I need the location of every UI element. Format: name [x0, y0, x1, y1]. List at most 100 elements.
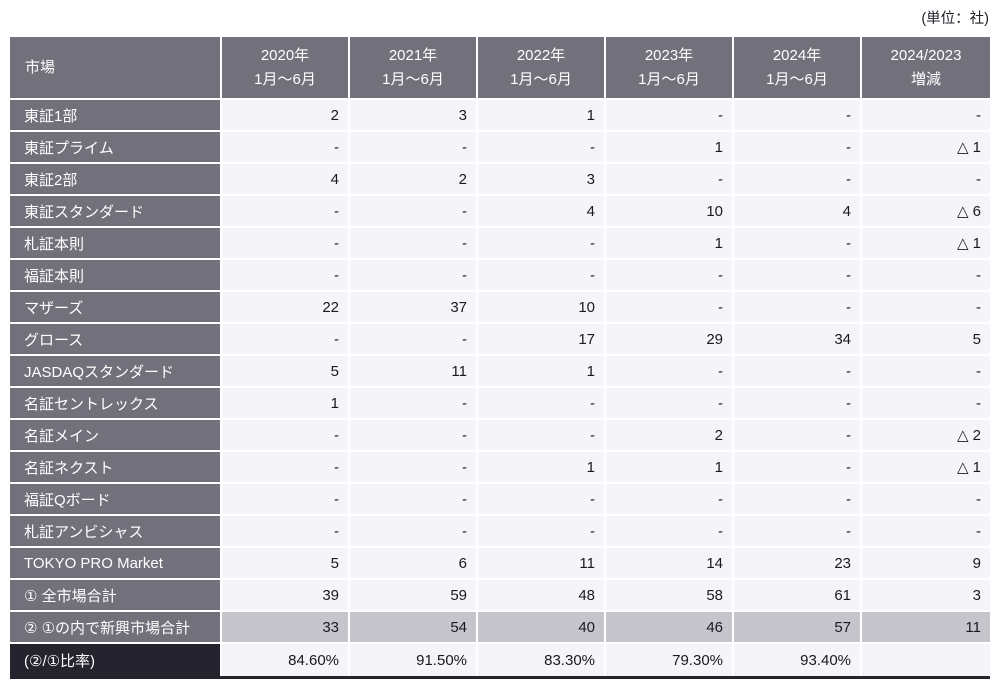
- value-cell: 1: [478, 356, 606, 388]
- table-header: 市場 2020年 1月〜6月 2021年 1月〜6月 2022年 1月〜6月 2023…: [10, 37, 990, 100]
- row-label-cell: (②/①比率): [10, 644, 222, 676]
- row-label-cell: 東証2部: [10, 164, 222, 196]
- value-cell: 54: [350, 612, 478, 644]
- value-cell: -: [350, 516, 478, 548]
- value-cell: -: [222, 484, 350, 516]
- value-cell: 10: [606, 196, 734, 228]
- header-period: 1月〜6月: [766, 70, 828, 88]
- value-cell: -: [606, 356, 734, 388]
- value-cell: 3: [350, 100, 478, 132]
- value-cell: -: [350, 260, 478, 292]
- header-year: 2021年: [388, 47, 438, 65]
- value-cell: 11: [478, 548, 606, 580]
- value-cell: -: [478, 260, 606, 292]
- value-cell: -: [222, 132, 350, 164]
- table-row: JASDAQスタンダード 5 11 1- - -: [10, 356, 990, 388]
- value-cell: 23: [734, 548, 862, 580]
- value-cell: [862, 644, 990, 676]
- value-cell: -: [606, 164, 734, 196]
- table-row: ② ①の内で新興市場合計 33 54 40 46 57 11: [10, 612, 990, 644]
- value-cell: 91.50%: [350, 644, 478, 676]
- value-cell: 59: [350, 580, 478, 612]
- value-cell: △ 1: [862, 452, 990, 484]
- value-cell: △ 1: [862, 228, 990, 260]
- value-cell: 1: [606, 132, 734, 164]
- value-cell: 39: [222, 580, 350, 612]
- value-cell: 40: [478, 612, 606, 644]
- value-cell: 10: [478, 292, 606, 324]
- value-cell: 3: [478, 164, 606, 196]
- value-cell: -: [606, 292, 734, 324]
- value-cell: -: [478, 516, 606, 548]
- value-cell: 17: [478, 324, 606, 356]
- header-row: 市場 2020年 1月〜6月 2021年 1月〜6月 2022年 1月〜6月 2023…: [10, 37, 990, 100]
- value-cell: -: [350, 132, 478, 164]
- value-cell: -: [350, 420, 478, 452]
- value-cell: 33: [222, 612, 350, 644]
- header-year: 2022年: [516, 47, 566, 65]
- header-cell-2020: 2020年 1月〜6月: [222, 37, 350, 100]
- header-cell-2022: 2022年 1月〜6月: [478, 37, 606, 100]
- value-cell: -: [734, 388, 862, 420]
- header-cell-change: 2024/2023 増減: [862, 37, 990, 100]
- table-row: グロース - -17 29 34 5: [10, 324, 990, 356]
- value-cell: -: [606, 260, 734, 292]
- value-cell: 2: [606, 420, 734, 452]
- value-cell: 11: [862, 612, 990, 644]
- value-cell: -: [478, 388, 606, 420]
- value-cell: -: [606, 388, 734, 420]
- row-label-cell: 東証プライム: [10, 132, 222, 164]
- table-row: 福証Qボード - - - - - -: [10, 484, 990, 516]
- value-cell: 34: [734, 324, 862, 356]
- value-cell: 84.60%: [222, 644, 350, 676]
- value-cell: 4: [222, 164, 350, 196]
- row-label-cell: 福証Qボード: [10, 484, 222, 516]
- value-cell: -: [862, 388, 990, 420]
- value-cell: 83.30%: [478, 644, 606, 676]
- row-label-cell: 名証セントレックス: [10, 388, 222, 420]
- value-cell: -: [862, 100, 990, 132]
- table-row: 札証本則 - - -1- △ 1: [10, 228, 990, 260]
- value-cell: -: [478, 228, 606, 260]
- header-year: 2023年: [644, 47, 694, 65]
- row-label-cell: グロース: [10, 324, 222, 356]
- value-cell: △ 2: [862, 420, 990, 452]
- value-cell: 57: [734, 612, 862, 644]
- value-cell: -: [606, 516, 734, 548]
- value-cell: -: [734, 420, 862, 452]
- value-cell: -: [734, 260, 862, 292]
- table-row: 東証2部 4 2 3- - -: [10, 164, 990, 196]
- value-cell: -: [862, 292, 990, 324]
- header-year: 2024/2023: [890, 47, 962, 65]
- header-period: 増減: [910, 70, 941, 88]
- value-cell: -: [862, 164, 990, 196]
- value-cell: 48: [478, 580, 606, 612]
- table-row: TOKYO PRO Market 5 6 11 14 23 9: [10, 548, 990, 580]
- row-label-cell: JASDAQスタンダード: [10, 356, 222, 388]
- value-cell: -: [606, 100, 734, 132]
- header-period: 1月〜6月: [638, 70, 700, 88]
- value-cell: -: [350, 196, 478, 228]
- value-cell: -: [862, 260, 990, 292]
- value-cell: -: [222, 420, 350, 452]
- row-label-cell: 福証本則: [10, 260, 222, 292]
- value-cell: 14: [606, 548, 734, 580]
- value-cell: 11: [350, 356, 478, 388]
- value-cell: -: [350, 388, 478, 420]
- header-period: 1月〜6月: [510, 70, 572, 88]
- row-label-cell: 札証本則: [10, 228, 222, 260]
- value-cell: -: [350, 484, 478, 516]
- value-cell: 1: [606, 452, 734, 484]
- value-cell: -: [222, 516, 350, 548]
- row-label-cell: 東証1部: [10, 100, 222, 132]
- value-cell: 5: [222, 356, 350, 388]
- ipo-market-table: 市場 2020年 1月〜6月 2021年 1月〜6月 2022年 1月〜6月 2023…: [10, 37, 990, 679]
- header-period: 1月〜6月: [254, 70, 316, 88]
- value-cell: -: [734, 228, 862, 260]
- row-label-cell: 名証メイン: [10, 420, 222, 452]
- value-cell: 2: [350, 164, 478, 196]
- value-cell: 6: [350, 548, 478, 580]
- value-cell: -: [734, 164, 862, 196]
- row-label-cell: TOKYO PRO Market: [10, 548, 222, 580]
- value-cell: -: [222, 196, 350, 228]
